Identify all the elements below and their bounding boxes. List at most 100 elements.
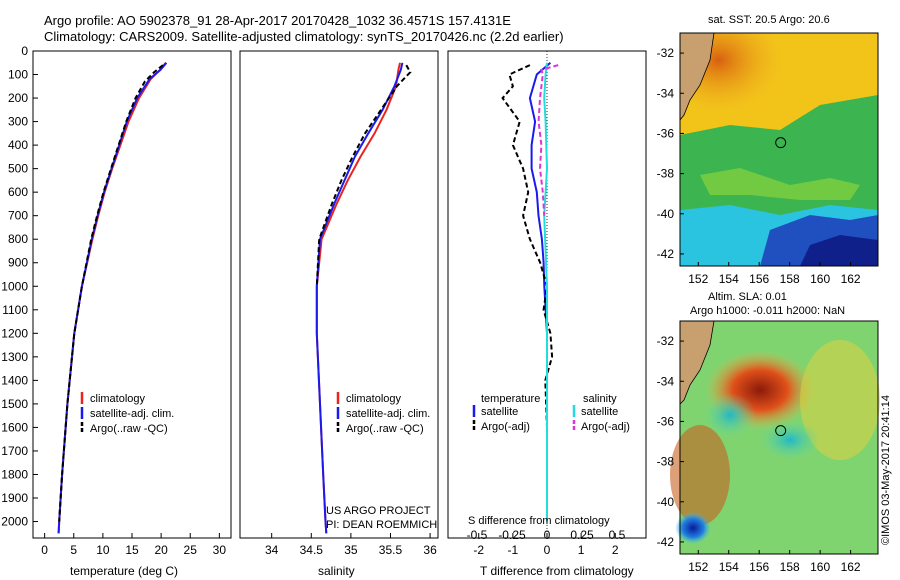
legend-s-satellite-label: satellite [581, 406, 618, 418]
y-tick-label: 1100 [2, 303, 28, 317]
x-tick-label: -2 [473, 543, 484, 557]
lon-tick-label: 160 [810, 560, 830, 574]
sla-low-3 [675, 512, 711, 544]
sst-map-frame [679, 32, 879, 267]
sla-low-2 [760, 420, 820, 460]
t-difference-label: T difference from climatology [480, 564, 634, 578]
sla-map-subtitle: Argo h1000: -0.011 h2000: NaN [690, 305, 846, 317]
y-tick-label: 1300 [1, 350, 28, 364]
float-position-marker [775, 425, 787, 437]
x-tick-label: 35 [344, 543, 358, 557]
temperature-legend: climatology satellite-adj. clim. Argo(..… [80, 392, 174, 435]
sla-map-ticks: 152 154 156 158 160 162 -32 -34 -36 -38 -40 -42 [657, 334, 861, 574]
y-tick-label: 500 [8, 162, 28, 176]
lat-tick-label: -34 [657, 374, 675, 388]
lon-tick-label: 158 [780, 272, 800, 286]
lon-tick-label: 162 [841, 560, 861, 574]
y-tick-label: 1500 [1, 397, 28, 411]
project-note-line1: US ARGO PROJECT [326, 505, 431, 517]
difference-series [501, 62, 559, 522]
legend-s-argo-label: Argo(-adj) [581, 421, 630, 433]
float-position-marker [775, 137, 787, 149]
series-s-argo-adj- [537, 64, 559, 216]
coastline-land [679, 32, 715, 122]
lon-tick-label: 152 [688, 272, 708, 286]
sla-high-west [670, 425, 730, 525]
lat-tick-label: -36 [657, 126, 675, 140]
x-tick-label: 25 [184, 543, 198, 557]
x-tick-label: 15 [125, 543, 139, 557]
lon-tick-label: 162 [841, 272, 861, 286]
lon-tick-label: 158 [780, 560, 800, 574]
lat-tick-label: -40 [657, 207, 675, 221]
s-tick-label: -0.5 [467, 528, 488, 542]
salinity-series [315, 62, 412, 534]
legend-climatology-label: climatology [346, 393, 402, 405]
project-note-line2: PI: DEAN ROEMMICH [326, 519, 437, 531]
x-tick-label: 36 [423, 543, 437, 557]
legend-temperature-title: temperature [481, 393, 540, 405]
y-tick-label: 1400 [1, 373, 28, 387]
sst-map: 152 154 156 158 160 162 -32 -34 -36 -38 -40 -42 [657, 32, 879, 286]
temperature-xlabel: temperature (deg C) [70, 564, 178, 578]
difference-panel: -2 -1 0 1 2 -0.5 -0.25 0 0.25 0.5 S difference f… [447, 50, 647, 578]
depth-ticks: 0 100 200 300 400 500 600 700 800 900 1000 1100 1200… [1, 44, 38, 529]
y-tick-label: 1600 [1, 420, 28, 434]
x-tick-label: 35.5 [379, 543, 403, 557]
salinity-panel: 34 34.5 35 35.5 36 salinity climatology sate… [239, 50, 439, 578]
sla-map-title: Altim. SLA: 0.01 [708, 291, 787, 303]
mid-band [700, 168, 860, 200]
y-tick-label: 200 [8, 91, 28, 105]
difference-legend: temperature salinity satellite Argo(-adj… [472, 393, 630, 433]
lat-tick-label: -38 [657, 167, 675, 181]
imos-timestamp: ©IMOS 03-May-2017 20:41:14 [880, 395, 892, 545]
lon-tick-label: 154 [719, 272, 739, 286]
lon-tick-label: 156 [749, 272, 769, 286]
y-tick-label: 1000 [1, 279, 28, 293]
temperature-series [57, 62, 168, 534]
y-tick-label: 600 [8, 185, 28, 199]
y-tick-label: 1700 [1, 444, 28, 458]
s-tick-label: 0.25 [570, 528, 594, 542]
lon-tick-label: 156 [749, 560, 769, 574]
x-tick-label: 10 [96, 543, 110, 557]
y-tick-label: 0 [21, 44, 28, 58]
s-tick-label: 0.5 [609, 528, 626, 542]
x-tick-label: 34.5 [300, 543, 324, 557]
y-tick-label: 300 [8, 115, 28, 129]
legend-t-satellite-label: satellite [481, 406, 518, 418]
salinity-x-ticks: 34 34.5 35 35.5 36 [265, 533, 437, 557]
lat-tick-label: -38 [657, 455, 675, 469]
lon-tick-label: 152 [688, 560, 708, 574]
coastline-land [679, 320, 715, 405]
series-t-argo-adj- [501, 64, 554, 522]
sla-map-frame [679, 320, 879, 555]
lat-tick-label: -42 [657, 247, 675, 261]
lat-tick-label: -32 [657, 46, 675, 60]
sla-map: 152 154 156 158 160 162 -32 -34 -36 -38 -40 -42 [657, 320, 880, 574]
legend-salinity-title: salinity [583, 393, 617, 405]
y-tick-label: 2000 [1, 515, 28, 529]
x-tick-label: 30 [213, 543, 227, 557]
lat-tick-label: -40 [657, 495, 675, 509]
x-tick-label: 2 [612, 543, 619, 557]
s-difference-label: S difference from climatology [468, 515, 610, 527]
y-tick-label: 1200 [1, 326, 28, 340]
s-tick-label: -0.25 [498, 528, 526, 542]
sst-map-title: sat. SST: 20.5 Argo: 20.6 [708, 14, 830, 26]
y-tick-label: 400 [8, 138, 28, 152]
coldest-region [800, 235, 878, 266]
y-tick-label: 700 [8, 209, 28, 223]
legend-satellite-label: satellite-adj. clim. [346, 408, 430, 420]
y-tick-label: 800 [8, 232, 28, 246]
sla-low-1 [704, 393, 756, 437]
salinity-difference-ticks: -0.5 -0.25 0 0.25 0.5 [467, 528, 626, 542]
legend-argo-label: Argo(..raw -QC) [346, 423, 424, 435]
lat-tick-label: -32 [657, 334, 675, 348]
y-tick-label: 900 [8, 256, 28, 270]
series-s-satellite [543, 62, 549, 522]
series-argo-raw-qc- [315, 64, 412, 287]
temperature-x-ticks: 0 5 10 15 20 25 30 [41, 533, 226, 557]
temperature-panel: 0100200300400500600700800900100011001200… [1, 44, 232, 578]
